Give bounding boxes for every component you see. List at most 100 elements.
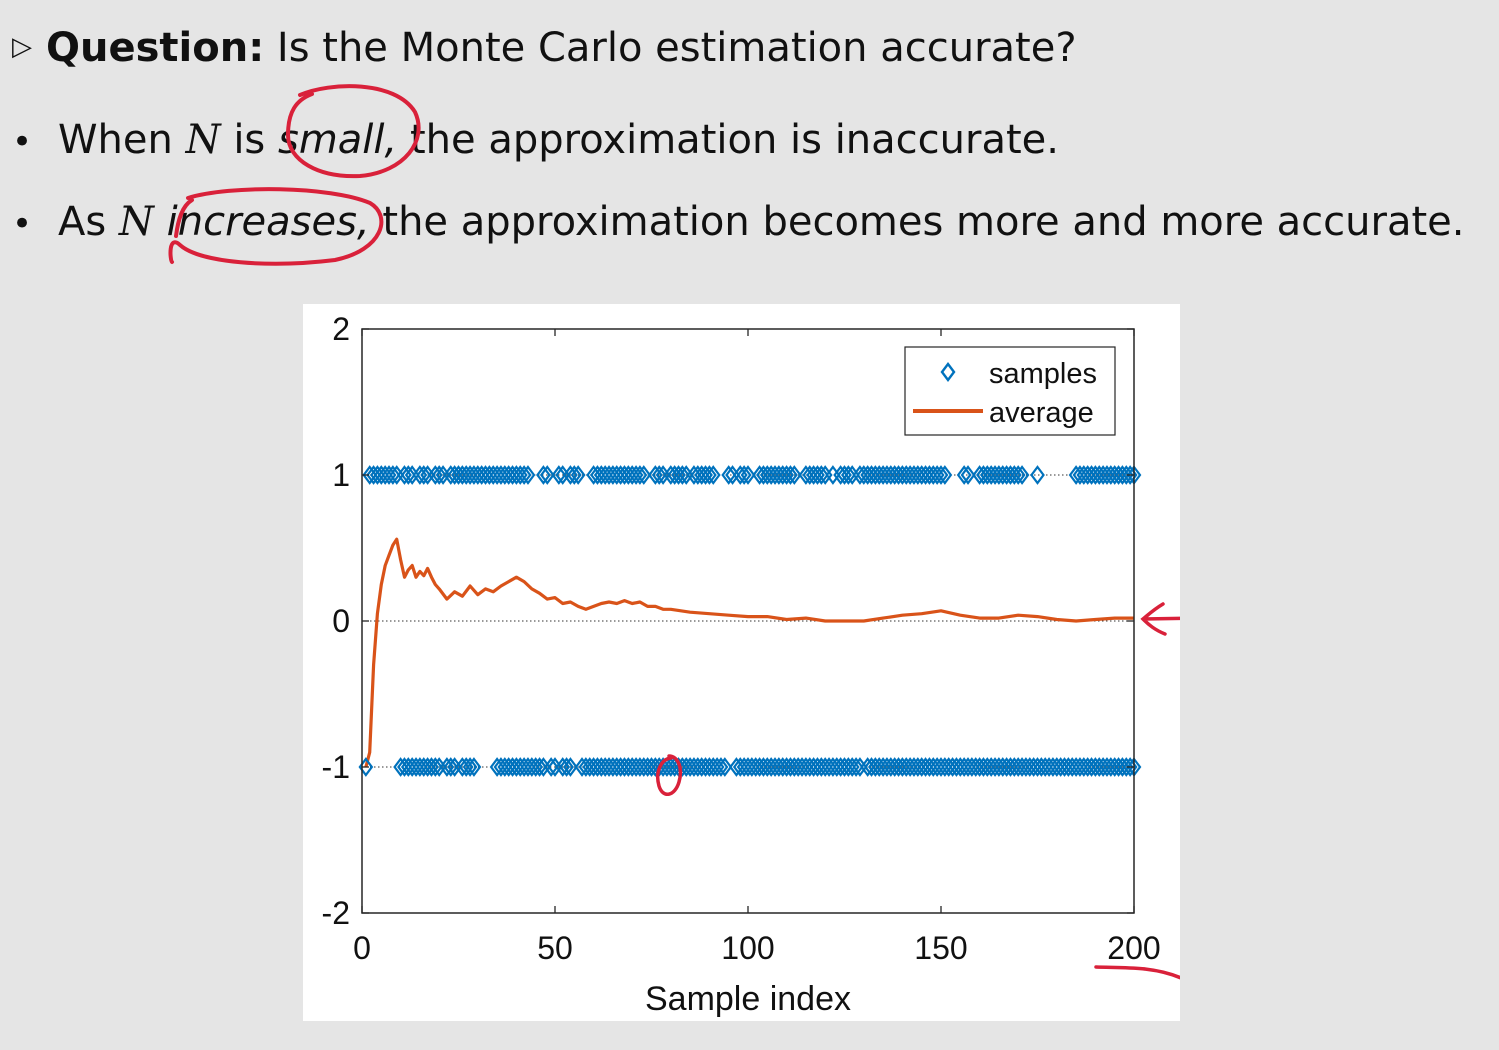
sample-diamond bbox=[636, 757, 652, 777]
sample-diamond bbox=[929, 465, 945, 485]
sample-diamond bbox=[821, 757, 837, 777]
sample-diamond bbox=[601, 465, 617, 485]
ink-underline-200 bbox=[1094, 965, 1180, 980]
sample-diamond bbox=[590, 465, 605, 485]
sample-diamond bbox=[914, 465, 930, 485]
sample-diamond bbox=[725, 465, 740, 485]
sample-diamond bbox=[1057, 757, 1072, 777]
sample-diamond bbox=[520, 757, 536, 777]
sample-diamond bbox=[833, 757, 849, 777]
sample-diamond bbox=[840, 465, 856, 485]
sample-diamond bbox=[698, 465, 713, 485]
sample-diamond bbox=[852, 757, 868, 777]
sample-diamond bbox=[385, 465, 401, 485]
sample-diamond bbox=[1041, 757, 1057, 777]
sample-diamond bbox=[744, 757, 760, 777]
sample-diamond bbox=[563, 757, 578, 777]
sample-diamond bbox=[844, 465, 860, 485]
sample-diamond bbox=[1061, 757, 1076, 777]
sample-diamond bbox=[1076, 757, 1092, 777]
sample-diamond bbox=[732, 465, 748, 485]
sample-diamond bbox=[717, 757, 733, 777]
sample-diamond bbox=[937, 465, 953, 485]
legend-samples-diamond-icon bbox=[940, 362, 956, 382]
sample-diamond bbox=[489, 757, 505, 777]
sample-diamond bbox=[856, 465, 872, 485]
sample-diamond bbox=[427, 757, 443, 777]
sample-diamond bbox=[705, 757, 721, 777]
sample-diamond bbox=[740, 757, 756, 777]
legend-box bbox=[904, 346, 1116, 436]
sample-diamond bbox=[593, 757, 609, 777]
sample-diamond bbox=[1068, 757, 1084, 777]
sample-diamond bbox=[837, 757, 852, 777]
reference-lines bbox=[362, 474, 1134, 768]
sample-diamond bbox=[852, 465, 868, 485]
sample-diamond bbox=[501, 465, 517, 485]
sample-diamond bbox=[833, 465, 849, 485]
sample-diamond bbox=[482, 465, 497, 485]
sample-diamond bbox=[501, 757, 517, 777]
sample-diamond bbox=[536, 465, 551, 485]
sample-diamond bbox=[397, 465, 412, 485]
sample-diamond bbox=[1033, 757, 1049, 777]
sample-diamond bbox=[559, 757, 574, 777]
y-tick-label: -2 bbox=[322, 895, 350, 931]
sample-diamond bbox=[702, 465, 717, 485]
sample-diamond bbox=[497, 757, 513, 777]
sample-diamond bbox=[512, 757, 528, 777]
sample-diamond bbox=[404, 757, 420, 777]
bullet-dot-icon: • bbox=[12, 122, 33, 162]
sample-diamond bbox=[412, 465, 428, 485]
ink-circle-first-sample bbox=[656, 754, 683, 796]
sample-diamond bbox=[840, 757, 856, 777]
sample-diamond bbox=[1045, 757, 1061, 777]
legend-average-label: average bbox=[989, 397, 1094, 429]
legend: samples average bbox=[904, 346, 1116, 436]
sample-diamond bbox=[1030, 465, 1045, 485]
sample-diamond bbox=[605, 757, 621, 777]
sample-diamond bbox=[844, 757, 860, 777]
sample-diamond bbox=[956, 465, 972, 485]
sample-diamond bbox=[810, 465, 825, 485]
sample-diamond bbox=[918, 757, 933, 777]
sample-diamond bbox=[968, 757, 984, 777]
sample-diamond bbox=[489, 465, 505, 485]
average-line bbox=[364, 537, 1134, 768]
sample-diamond bbox=[400, 465, 416, 485]
sample-diamond bbox=[505, 465, 520, 485]
plot-panel: 0 50 100 150 200 2 1 0 -1 -2 Sample index sample… bbox=[303, 304, 1180, 1021]
sample-diamond bbox=[524, 757, 540, 777]
sample-diamond bbox=[551, 465, 567, 485]
sample-diamond bbox=[817, 757, 833, 777]
sample-diamond bbox=[412, 757, 428, 777]
sample-diamond bbox=[597, 757, 613, 777]
bullet-pre: As bbox=[58, 199, 107, 245]
sample-diamond bbox=[582, 757, 598, 777]
sample-diamond bbox=[570, 465, 586, 485]
y-tick-label: 2 bbox=[332, 311, 350, 347]
sample-diamond bbox=[952, 757, 968, 777]
sample-diamond bbox=[651, 465, 667, 485]
sample-diamond bbox=[416, 465, 432, 485]
x-tick-label: 0 bbox=[353, 930, 371, 966]
bullet-small-n: • When N is small, the approximation is i… bbox=[12, 116, 1059, 166]
sample-diamond bbox=[713, 757, 729, 777]
sample-diamond bbox=[1072, 757, 1088, 777]
y-tick-label: -1 bbox=[322, 749, 350, 785]
sample-diamond bbox=[721, 465, 737, 485]
sample-diamond bbox=[597, 465, 613, 485]
sample-diamond bbox=[1049, 757, 1065, 777]
sample-diamond bbox=[586, 757, 601, 777]
samples-series bbox=[358, 465, 1142, 777]
sample-diamond bbox=[698, 757, 713, 777]
sample-diamond bbox=[478, 465, 493, 485]
sample-diamond bbox=[956, 757, 972, 777]
bullet-mid: is bbox=[233, 117, 266, 163]
sample-diamond bbox=[636, 465, 652, 485]
sample-diamond bbox=[613, 757, 628, 777]
sample-diamond bbox=[1037, 757, 1053, 777]
bullet-post: the approximation is inaccurate. bbox=[409, 117, 1059, 163]
sample-diamond bbox=[964, 757, 980, 777]
sample-diamond bbox=[918, 465, 933, 485]
